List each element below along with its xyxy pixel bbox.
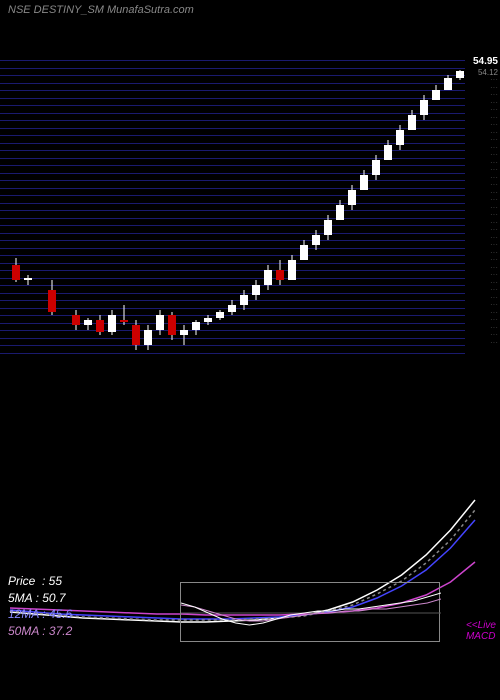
candle: [408, 110, 416, 130]
macd-inset: [180, 582, 440, 642]
candle: [384, 140, 392, 160]
candle: [228, 300, 236, 315]
candle: [192, 320, 200, 335]
info-box: Price : 55 5MA : 50.7 12MA : 45.6 50MA :…: [8, 573, 72, 640]
candle: [264, 265, 272, 290]
candle: [216, 310, 224, 320]
candle: [348, 185, 356, 210]
candle: [72, 310, 80, 330]
candle: [276, 260, 284, 285]
candle: [24, 275, 32, 285]
candle: [84, 318, 92, 330]
info-price: Price : 55: [8, 573, 72, 590]
candle: [144, 325, 152, 350]
price-axis: 54.95 54.12 ····························…: [465, 60, 500, 360]
candle: [180, 325, 188, 345]
candle: [132, 320, 140, 350]
candle: [204, 315, 212, 325]
candle: [324, 215, 332, 240]
candle: [312, 230, 320, 250]
chart-title: NSE DESTINY_SM MunafaSutra.com: [0, 0, 500, 20]
candle: [444, 75, 452, 90]
candle: [240, 290, 248, 310]
candle: [300, 240, 308, 260]
candle: [108, 310, 116, 335]
candle: [420, 95, 428, 120]
candle: [456, 70, 464, 80]
candle: [432, 85, 440, 100]
candle: [96, 315, 104, 335]
candle: [372, 155, 380, 180]
candle: [396, 125, 404, 150]
candle: [360, 170, 368, 190]
price-grid: [0, 60, 465, 360]
price-chart: 54.95 54.12 ····························…: [0, 60, 500, 460]
candle: [48, 280, 56, 315]
candle: [168, 312, 176, 340]
info-50ma: 50MA : 37.2: [8, 623, 72, 640]
macd-label: <<LiveMACD: [466, 620, 496, 642]
candle: [252, 280, 260, 300]
candle: [156, 310, 164, 335]
macd-lines: [181, 583, 441, 643]
candle: [120, 305, 128, 325]
info-5ma: 5MA : 50.7: [8, 590, 72, 607]
price-high: 54.95: [473, 56, 498, 67]
indicator-chart: Price : 55 5MA : 50.7 12MA : 45.6 50MA :…: [0, 480, 500, 660]
candle: [288, 255, 296, 280]
candle: [12, 258, 20, 282]
candle: [336, 200, 344, 220]
info-12ma: 12MA : 45.6: [8, 606, 72, 623]
